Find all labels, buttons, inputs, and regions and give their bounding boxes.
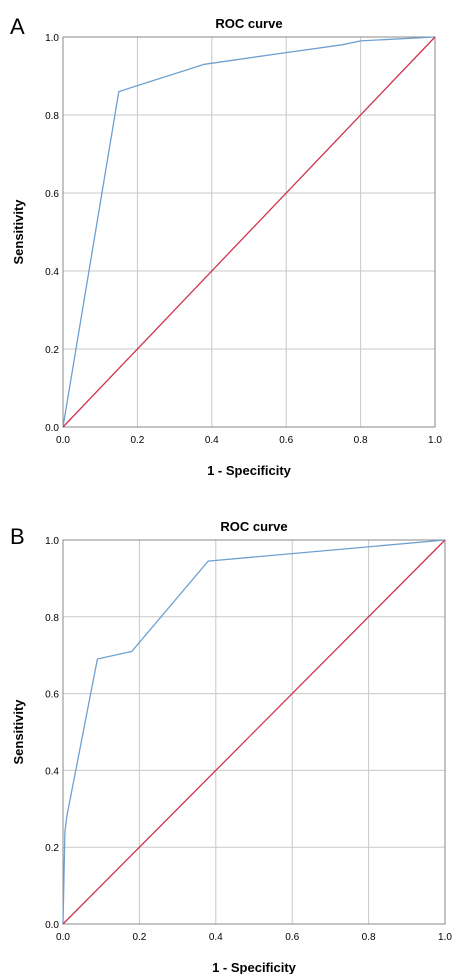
y-tick-label: 0.4 [45,267,59,278]
y-tick-label: 0.8 [45,111,59,122]
roc-curve-line [62,539,446,925]
y-tick-label: 0.0 [45,920,59,931]
panel-letter: B [10,524,25,549]
y-tick-label: 1.0 [45,33,59,44]
x-tick-label: 1.0 [438,932,452,943]
plot-frame [62,36,436,428]
y-tick-label: 0.8 [45,613,59,624]
x-tick-label: 0.0 [56,435,70,446]
y-tick-label: 0.0 [45,423,59,434]
chart-title: ROC curve [220,519,287,534]
panel-letter: A [10,14,25,39]
x-tick-label: 0.4 [205,435,219,446]
x-tick-label: 0.8 [354,435,368,446]
y-axis-label: Sensitivity [11,699,26,765]
x-tick-label: 0.4 [209,932,223,943]
x-axis-label: 1 - Specificity [207,463,292,478]
roc-curve-line [62,36,436,428]
x-tick-label: 0.6 [279,435,293,446]
roc-chart-b: B ROC curve 0.0 0.2 0.4 0.6 0.8 1.0 0.0 0.2 0.4 0.6… [10,519,452,974]
x-tick-label: 0.6 [285,932,299,943]
x-tick-label: 0.2 [130,435,144,446]
x-axis-label: 1 - Specificity [212,960,297,974]
reference-line [62,539,446,925]
plot-frame [62,539,446,925]
x-tick-label: 0.8 [362,932,376,943]
x-tick-label: 0.2 [132,932,146,943]
y-tick-label: 0.4 [45,766,59,777]
y-tick-label: 1.0 [45,536,59,547]
x-tick-label: 1.0 [428,435,442,446]
roc-chart-a: A ROC curve 0.0 0.2 0.4 0.6 0.8 1.0 0.0 0.2 0.4 0.6… [10,14,442,478]
chart-title: ROC curve [215,16,282,31]
reference-line [62,36,436,428]
y-tick-label: 0.2 [45,345,59,356]
y-tick-label: 0.6 [45,690,59,701]
y-axis-label: Sensitivity [11,199,26,265]
y-tick-label: 0.6 [45,189,59,200]
y-tick-label: 0.2 [45,843,59,854]
x-tick-label: 0.0 [56,932,70,943]
